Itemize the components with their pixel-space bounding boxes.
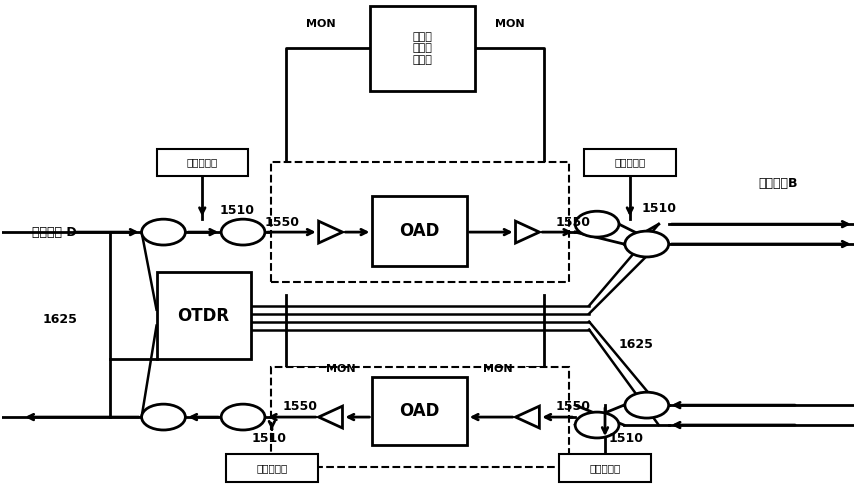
Ellipse shape xyxy=(141,404,186,430)
Text: 1625: 1625 xyxy=(619,338,654,351)
Text: 光监控单元: 光监控单元 xyxy=(256,463,288,473)
Text: 1550: 1550 xyxy=(265,216,300,228)
Ellipse shape xyxy=(221,404,265,430)
Bar xyxy=(157,148,248,176)
Ellipse shape xyxy=(575,412,619,438)
Polygon shape xyxy=(318,221,342,243)
Text: 连接站点B: 连接站点B xyxy=(758,177,798,190)
Bar xyxy=(372,196,467,266)
Polygon shape xyxy=(318,406,342,428)
Bar xyxy=(559,454,651,481)
Text: 光监控单元: 光监控单元 xyxy=(590,463,621,473)
Polygon shape xyxy=(515,406,539,428)
Ellipse shape xyxy=(575,211,619,237)
Ellipse shape xyxy=(221,219,265,245)
Bar xyxy=(226,454,318,481)
Bar xyxy=(157,272,251,360)
Text: OAD: OAD xyxy=(399,402,439,420)
Bar xyxy=(270,162,569,282)
Text: OTDR: OTDR xyxy=(177,306,229,324)
Text: MON: MON xyxy=(306,20,336,30)
Text: 1550: 1550 xyxy=(556,216,591,228)
Text: OAD: OAD xyxy=(399,222,439,240)
Text: MON: MON xyxy=(495,20,525,30)
Ellipse shape xyxy=(625,231,669,257)
Text: 光监控单元: 光监控单元 xyxy=(187,158,218,168)
Bar xyxy=(371,6,475,91)
Bar xyxy=(584,148,675,176)
Text: 1550: 1550 xyxy=(556,400,591,412)
Text: 1510: 1510 xyxy=(609,432,644,446)
Polygon shape xyxy=(515,221,539,243)
Text: MON: MON xyxy=(483,364,513,374)
Text: 连接站点 D: 连接站点 D xyxy=(33,226,77,238)
Text: MON: MON xyxy=(325,364,355,374)
Text: 1510: 1510 xyxy=(252,432,287,446)
Text: 1510: 1510 xyxy=(642,202,677,214)
Bar xyxy=(270,368,569,467)
Text: 1510: 1510 xyxy=(219,204,254,216)
Text: 1625: 1625 xyxy=(42,313,77,326)
Bar xyxy=(372,378,467,445)
Ellipse shape xyxy=(625,392,669,418)
Ellipse shape xyxy=(141,219,186,245)
Text: 光监控单元: 光监控单元 xyxy=(615,158,645,168)
Text: 光通道
性能检
测单元: 光通道 性能检 测单元 xyxy=(412,32,432,64)
Text: 1550: 1550 xyxy=(282,400,318,412)
